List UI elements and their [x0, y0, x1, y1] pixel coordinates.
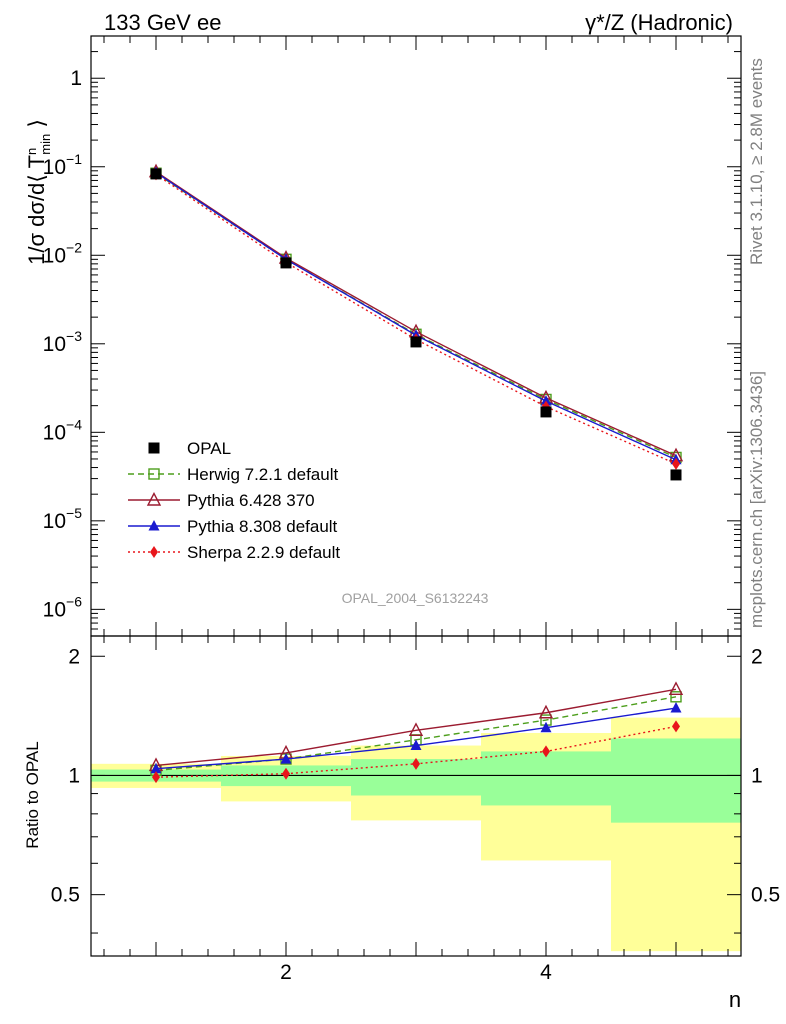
ratio-point-pythia6	[668, 681, 684, 696]
main-line-pythia6	[155, 171, 677, 457]
rivet-label: Rivet 3.1.10, ≥ 2.8M events	[747, 58, 766, 265]
ratio-ytick-label-left: 1	[68, 764, 80, 787]
main-ytick-label-base: 10	[43, 156, 66, 179]
main-ytick-label: 10−2	[43, 239, 83, 267]
main-ytick-label: 10−4	[43, 416, 83, 444]
ratio-point-pythia8	[670, 702, 682, 713]
main-line-herwig	[155, 172, 677, 459]
ratio-point-pythia8	[410, 739, 422, 751]
ratio-band-inner	[611, 738, 741, 823]
main-ylabel-prefix: 1/σ dσ/d⟨ T	[24, 155, 49, 265]
ratio-panel: 0.5 0.5 1 1 2 2 2 4	[51, 635, 780, 984]
main-ytick-label-exp: −1	[66, 151, 82, 167]
ratio-ytick-label-left: 0.5	[51, 884, 80, 907]
main-ylabel-suffix: ⟩	[24, 119, 49, 134]
legend-label-herwig: Herwig 7.2.1 default	[187, 465, 338, 484]
legend-marker-herwig	[148, 468, 160, 480]
ratio-point-sherpa	[282, 767, 290, 780]
main-ytick-label-exp: −4	[66, 416, 82, 432]
main-point-data	[280, 257, 292, 269]
main-ylabel-sup: n	[24, 148, 39, 155]
main-ytick-label: 10−6	[43, 593, 83, 621]
ratio-ytick-label-right: 0.5	[751, 884, 780, 907]
main-ytick-label-exp: −2	[66, 239, 82, 255]
ratio-point-pythia6	[538, 704, 554, 719]
ratio-point-pythia8	[150, 762, 162, 774]
ratio-point-sherpa	[412, 757, 420, 770]
main-line-sherpa	[155, 173, 677, 465]
legend-label-pythia8: Pythia 8.308 default	[187, 517, 338, 536]
ratio-ytick-label-right: 2	[751, 645, 763, 668]
legend-label-data: OPAL	[187, 439, 231, 458]
main-point-pythia8	[540, 395, 552, 406]
main-point-data	[150, 168, 162, 180]
ratio-point-sherpa	[672, 720, 680, 733]
main-ytick-label-base: 10	[43, 421, 66, 444]
ratio-band-inner	[481, 751, 611, 806]
ratio-line-pythia6	[155, 688, 677, 767]
ratio-xtick-label: 2	[280, 961, 292, 984]
ratio-ytick-label-right: 1	[751, 764, 763, 787]
ratio-ylabel: Ratio to OPAL	[23, 741, 42, 848]
main-point-data	[670, 469, 682, 481]
main-ytick-label-base: 10	[43, 598, 66, 621]
main-ytick-label: 10−3	[43, 328, 83, 356]
legend-marker-pythia6	[146, 491, 162, 506]
ratio-xtick-label: 4	[540, 961, 552, 984]
main-ylabel: 1/σ dσ/d⟨ Tnmin ⟩	[24, 119, 53, 265]
analysis-label: OPAL_2004_S6132243	[342, 590, 489, 606]
main-point-data	[540, 406, 552, 418]
legend-label-sherpa: Sherpa 2.2.9 default	[187, 543, 340, 562]
main-ylabel-sub: min	[38, 134, 53, 155]
ratio-point-pythia8	[280, 753, 292, 764]
main-line-pythia8	[155, 171, 677, 461]
legend-marker-pythia8	[148, 520, 160, 531]
main-ytick-label-base: 10	[43, 510, 66, 533]
main-ytick-label-exp: −5	[66, 505, 82, 521]
legend-marker-data	[148, 442, 160, 454]
xlabel: n	[729, 987, 741, 1012]
main-ytick-label: 10−1	[43, 151, 83, 179]
legend-marker-sherpa	[150, 546, 158, 558]
main-ytick-label: 10−5	[43, 505, 83, 533]
main-ytick-label-base: 10	[43, 333, 66, 356]
header-right: γ*/Z (Hadronic)	[585, 10, 733, 35]
ratio-point-sherpa	[542, 745, 550, 758]
main-ytick-label: 1	[70, 67, 82, 90]
ratio-point-pythia8	[540, 721, 552, 733]
main-point-data	[410, 336, 422, 348]
legend-label-pythia6: Pythia 6.428 370	[187, 491, 315, 510]
main-ytick-label-exp: −6	[66, 593, 82, 609]
ratio-point-pythia6	[408, 722, 424, 737]
mcplots-label: mcplots.cern.ch [arXiv:1306.3436]	[747, 371, 766, 628]
header-left: 133 GeV ee	[104, 10, 221, 35]
main-ytick-label-exp: −3	[66, 328, 82, 344]
ratio-point-sherpa	[152, 771, 160, 784]
main-point-sherpa	[672, 457, 680, 470]
main-ytick-label-base: 10	[43, 244, 66, 267]
ratio-point-herwig	[670, 691, 682, 703]
ratio-ytick-label-left: 2	[68, 645, 80, 668]
